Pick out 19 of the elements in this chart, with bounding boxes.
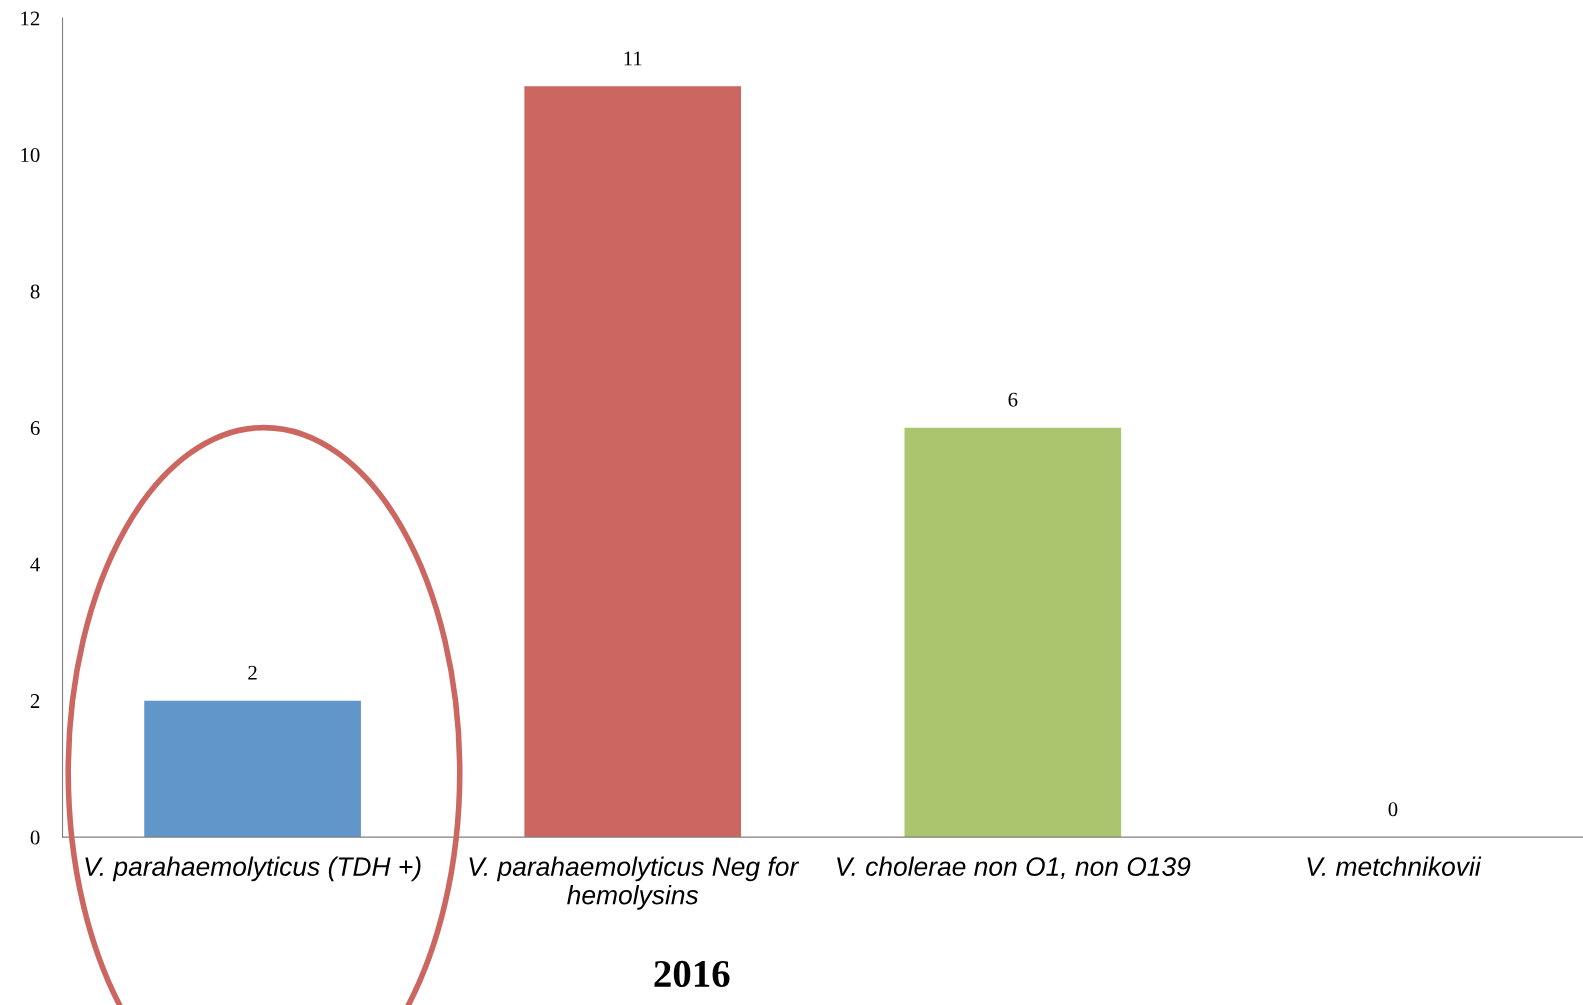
y-tick-label: 12	[21, 11, 40, 26]
text: 2016	[654, 960, 730, 988]
y-tick-label: 6	[30, 421, 40, 436]
bar	[144, 700, 361, 838]
y-tick-label: 8	[30, 284, 40, 299]
x-tick-label: V. parahaemolyticus Neg for hemolysins	[469, 856, 800, 910]
y-tick-label: 0	[30, 830, 40, 845]
data-label: 6	[1008, 392, 1018, 407]
data-label: 0	[1388, 802, 1398, 817]
y-tick-label: 4	[30, 557, 40, 572]
y-tick-label: 2	[30, 694, 40, 708]
data-label: 2	[248, 665, 257, 680]
x-tick-label: V. cholerae non O1, non O139	[837, 856, 1191, 880]
bar	[524, 86, 742, 838]
x-tick-label: V. metchnikovii	[1307, 856, 1482, 876]
data-label: 11	[624, 51, 642, 66]
bar	[904, 427, 1122, 838]
y-tick-label: 10	[21, 147, 40, 163]
x-tick-label: V. parahaemolyticus (TDH +)	[85, 856, 421, 882]
